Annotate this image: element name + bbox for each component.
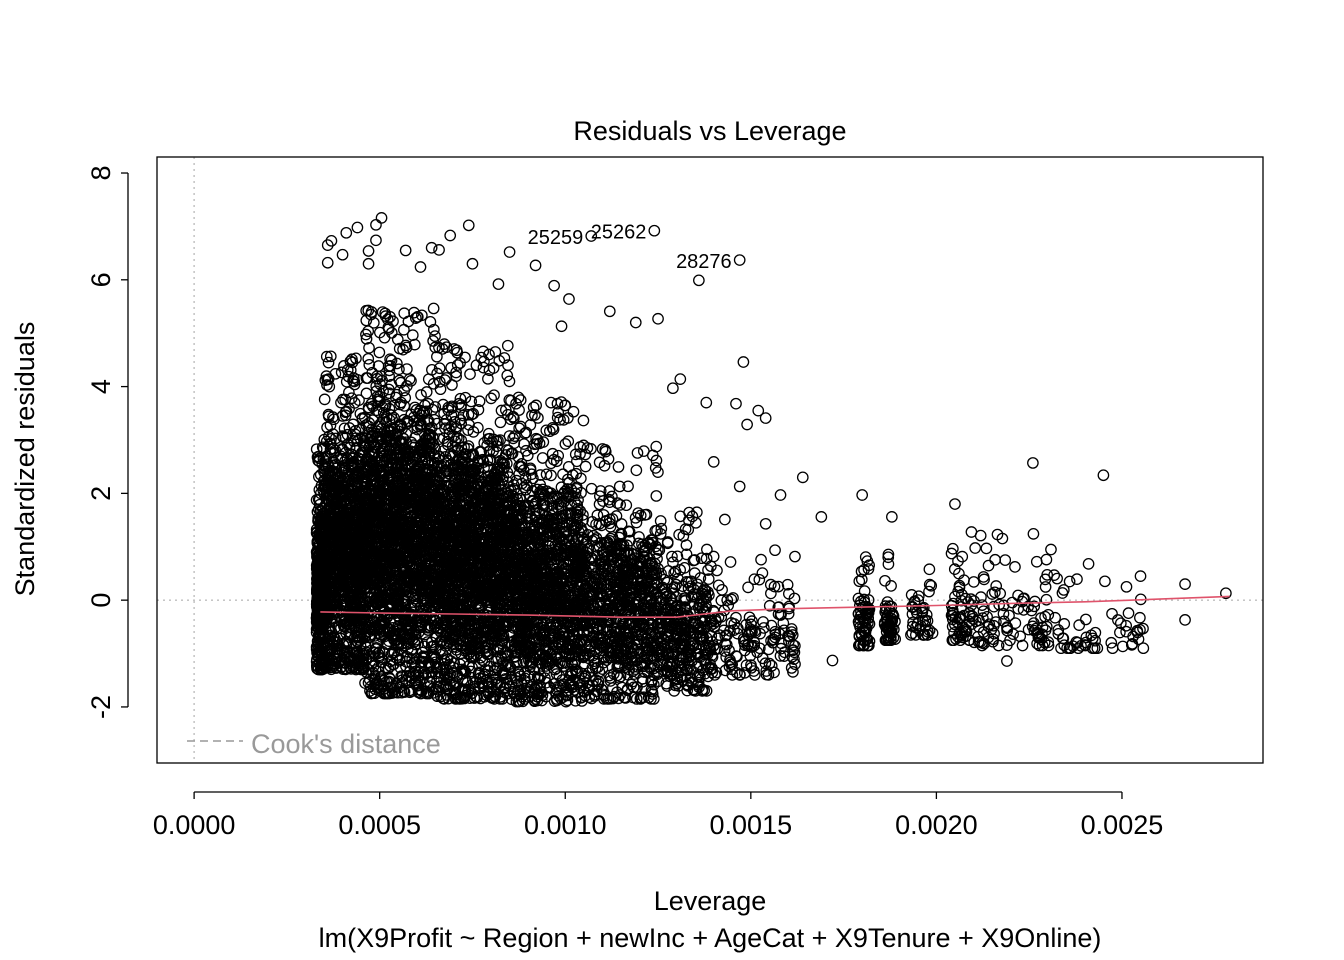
data-point [350, 432, 362, 445]
data-point [350, 352, 362, 365]
data-point [352, 636, 365, 649]
data-point [338, 422, 351, 435]
data-point [319, 455, 332, 468]
data-point [342, 370, 355, 383]
data-point [342, 475, 355, 488]
data-point [341, 453, 354, 466]
data-point [322, 356, 335, 369]
data-point [344, 355, 357, 368]
data-point [332, 470, 345, 483]
data-point [344, 364, 357, 377]
data-point [327, 556, 340, 568]
scatter-points [310, 212, 1232, 708]
data-point [348, 397, 361, 409]
data-point [330, 553, 342, 566]
data-point [349, 424, 362, 437]
data-point [343, 386, 355, 399]
data-point [325, 663, 338, 676]
data-point [311, 573, 323, 586]
data-point [346, 603, 359, 616]
data-point [320, 350, 333, 363]
data-point [348, 455, 360, 468]
data-point [322, 600, 334, 612]
data-point [345, 560, 358, 573]
data-point [326, 459, 339, 472]
data-point [335, 654, 348, 667]
data-point [336, 442, 349, 455]
data-point [321, 379, 333, 391]
data-point [347, 596, 360, 608]
data-point [332, 482, 344, 494]
data-point [326, 575, 338, 588]
data-point [328, 586, 340, 599]
data-point [341, 646, 354, 658]
data-point [323, 635, 336, 648]
data-point [344, 661, 356, 674]
data-point [335, 366, 348, 379]
data-point [339, 406, 352, 419]
data-point [324, 419, 337, 432]
data-point [320, 488, 333, 501]
data-point [324, 438, 337, 450]
data-point [321, 607, 333, 620]
data-point [347, 494, 360, 507]
chart-title: Residuals vs Leverage [573, 116, 846, 146]
data-point [343, 422, 356, 434]
data-point [337, 515, 350, 527]
data-point [339, 409, 352, 422]
data-point [322, 410, 335, 423]
data-point [324, 350, 337, 363]
data-point [319, 473, 331, 486]
data-point [321, 421, 333, 434]
data-point [335, 622, 347, 635]
data-point [323, 380, 336, 393]
data-point [349, 428, 362, 441]
data-point [320, 512, 333, 525]
data-point [331, 636, 344, 649]
data-point [327, 608, 339, 621]
data-point [342, 525, 355, 538]
data-point [318, 393, 331, 406]
data-point [329, 367, 342, 380]
data-point [340, 375, 353, 388]
data-point [349, 662, 362, 674]
data-point [323, 525, 335, 538]
data-point [329, 621, 342, 634]
data-point [321, 564, 333, 577]
data-point [352, 587, 364, 599]
data-point [328, 652, 341, 665]
data-point [347, 372, 360, 384]
data-point [320, 370, 333, 382]
data-point [338, 461, 351, 473]
data-point [324, 446, 337, 459]
data-point [310, 443, 323, 456]
data-point [337, 639, 350, 652]
data-point [343, 629, 356, 641]
data-point [338, 620, 350, 633]
data-point [336, 660, 348, 673]
data-point [334, 598, 347, 611]
data-point [351, 646, 363, 659]
